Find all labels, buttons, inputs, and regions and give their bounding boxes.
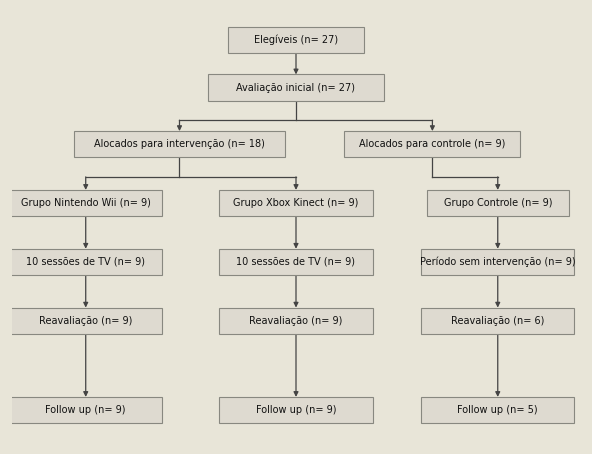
- FancyBboxPatch shape: [9, 249, 162, 275]
- FancyBboxPatch shape: [421, 397, 574, 423]
- Text: Alocados para controle (n= 9): Alocados para controle (n= 9): [359, 139, 506, 149]
- Text: Grupo Nintendo Wii (n= 9): Grupo Nintendo Wii (n= 9): [21, 198, 150, 208]
- Text: Grupo Controle (n= 9): Grupo Controle (n= 9): [443, 198, 552, 208]
- FancyBboxPatch shape: [208, 74, 384, 101]
- FancyBboxPatch shape: [9, 190, 162, 216]
- Text: 10 sessões de TV (n= 9): 10 sessões de TV (n= 9): [26, 257, 145, 267]
- FancyBboxPatch shape: [9, 397, 162, 423]
- FancyBboxPatch shape: [219, 190, 373, 216]
- FancyBboxPatch shape: [421, 249, 574, 275]
- FancyBboxPatch shape: [219, 308, 373, 334]
- Text: Follow up (n= 9): Follow up (n= 9): [46, 405, 126, 415]
- Text: Follow up (n= 9): Follow up (n= 9): [256, 405, 336, 415]
- FancyBboxPatch shape: [219, 249, 373, 275]
- Text: Período sem intervenção (n= 9): Período sem intervenção (n= 9): [420, 257, 575, 267]
- FancyBboxPatch shape: [9, 308, 162, 334]
- FancyBboxPatch shape: [228, 26, 364, 53]
- FancyBboxPatch shape: [75, 131, 285, 157]
- Text: Grupo Xbox Kinect (n= 9): Grupo Xbox Kinect (n= 9): [233, 198, 359, 208]
- Text: Elegíveis (n= 27): Elegíveis (n= 27): [254, 35, 338, 45]
- Text: Follow up (n= 5): Follow up (n= 5): [458, 405, 538, 415]
- FancyBboxPatch shape: [421, 308, 574, 334]
- Text: 10 sessões de TV (n= 9): 10 sessões de TV (n= 9): [236, 257, 356, 267]
- FancyBboxPatch shape: [345, 131, 520, 157]
- Text: Reavaliação (n= 9): Reavaliação (n= 9): [39, 316, 133, 326]
- Text: Alocados para intervenção (n= 18): Alocados para intervenção (n= 18): [94, 139, 265, 149]
- Text: Reavaliação (n= 6): Reavaliação (n= 6): [451, 316, 545, 326]
- Text: Avaliação inicial (n= 27): Avaliação inicial (n= 27): [236, 83, 356, 93]
- FancyBboxPatch shape: [427, 190, 569, 216]
- FancyBboxPatch shape: [219, 397, 373, 423]
- Text: Reavaliação (n= 9): Reavaliação (n= 9): [249, 316, 343, 326]
